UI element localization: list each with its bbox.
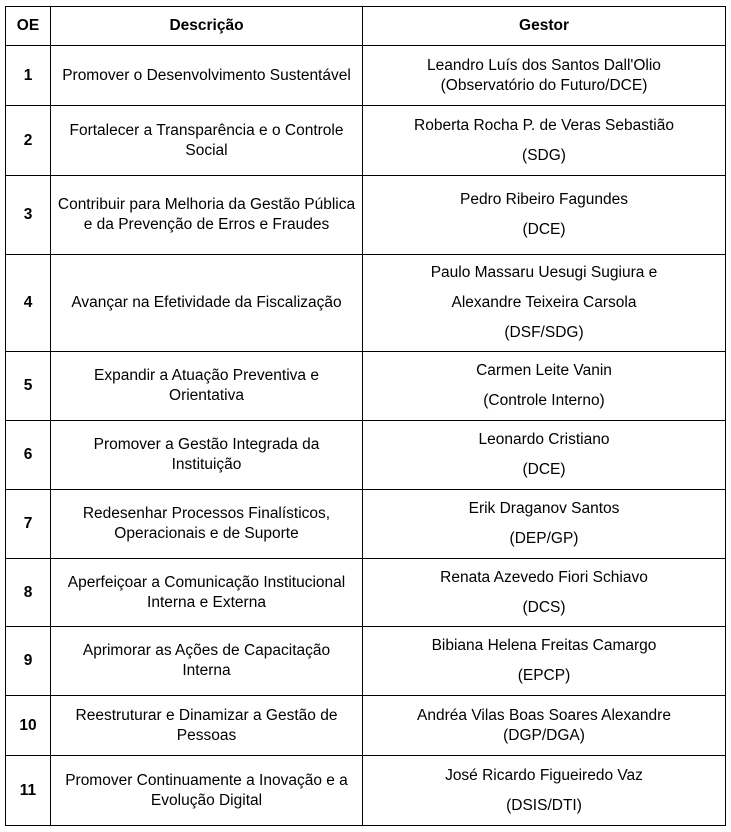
gestor-line: (SDG) bbox=[522, 146, 566, 164]
gestor-cell: Roberta Rocha P. de Veras Sebastião (SDG) bbox=[362, 105, 726, 176]
gestor-line: Leonardo Cristiano bbox=[478, 431, 610, 448]
gestor-cell: Paulo Massaru Uesugi Sugiura e Alexandre … bbox=[362, 254, 726, 352]
table-row: 5 Expandir a Atuação Preventiva e Orienta… bbox=[5, 351, 726, 421]
oe-number: 9 bbox=[5, 626, 51, 696]
descricao-cell: Promover a Gestão Integrada da Instituiç… bbox=[50, 420, 363, 490]
gestor-line: (Controle Interno) bbox=[483, 392, 605, 409]
descricao-cell: Promover o Desenvolvimento Sustentável bbox=[50, 45, 363, 106]
gestor-cell: Pedro Ribeiro Fagundes (DCE) bbox=[362, 175, 726, 255]
gestor-line: Carmen Leite Vanin bbox=[476, 362, 612, 379]
gestor-line: Renata Azevedo Fiori Schiavo bbox=[440, 568, 648, 586]
descricao-cell: Redesenhar Processos Finalísticos, Opera… bbox=[50, 489, 363, 559]
descricao-cell: Aperfeiçoar a Comunicação Institucional … bbox=[50, 558, 363, 627]
gestor-cell: Renata Azevedo Fiori Schiavo (DCS) bbox=[362, 558, 726, 627]
table-row: 2 Fortalecer a Transparência e o Controle… bbox=[5, 105, 726, 176]
oe-number: 7 bbox=[5, 489, 51, 559]
gestor-line: José Ricardo Figueiredo Vaz bbox=[445, 766, 643, 784]
gestor-line: Bibiana Helena Freitas Camargo bbox=[431, 637, 657, 654]
gestor-line: Leandro Luís dos Santos Dall'Olio bbox=[427, 56, 661, 74]
gestor-cell: Erik Draganov Santos (DEP/GP) bbox=[362, 489, 726, 559]
descricao-cell: Expandir a Atuação Preventiva e Orientat… bbox=[50, 351, 363, 421]
descricao-cell: Avançar na Efetividade da Fiscalização bbox=[50, 254, 363, 352]
gestor-cell: José Ricardo Figueiredo Vaz (DSIS/DTI) bbox=[362, 755, 726, 826]
gestor-line: (Observatório do Futuro/DCE) bbox=[440, 76, 648, 94]
gestor-line: Roberta Rocha P. de Veras Sebastião bbox=[414, 116, 674, 134]
gestor-line: Alexandre Teixeira Carsola bbox=[451, 294, 637, 311]
gestor-cell: Leandro Luís dos Santos Dall'Olio (Observ… bbox=[362, 45, 726, 106]
oe-number: 10 bbox=[5, 695, 51, 756]
descricao-cell: Reestruturar e Dinamizar a Gestão de Pes… bbox=[50, 695, 363, 756]
descricao-cell: Aprimorar as Ações de Capacitação Intern… bbox=[50, 626, 363, 696]
table-row: 10 Reestruturar e Dinamizar a Gestão de P… bbox=[5, 695, 726, 756]
gestor-cell: Carmen Leite Vanin (Controle Interno) bbox=[362, 351, 726, 421]
table-row: 6 Promover a Gestão Integrada da Institui… bbox=[5, 420, 726, 490]
gestor-cell: Bibiana Helena Freitas Camargo (EPCP) bbox=[362, 626, 726, 696]
gestor-line: Andréa Vilas Boas Soares Alexandre bbox=[417, 706, 671, 724]
oe-number: 1 bbox=[5, 45, 51, 106]
table-row: 9 Aprimorar as Ações de Capacitação Inter… bbox=[5, 626, 726, 696]
table-row: 3 Contribuir para Melhoria da Gestão Públ… bbox=[5, 175, 726, 255]
oe-number: 11 bbox=[5, 755, 51, 826]
gestor-line: (DCE) bbox=[522, 461, 566, 478]
gestor-cell: Leonardo Cristiano (DCE) bbox=[362, 420, 726, 490]
header-row: OE Descrição Gestor bbox=[5, 6, 726, 46]
oe-gestor-table: OE Descrição Gestor 1 Promover o Desenvol… bbox=[5, 6, 726, 826]
gestor-line: Pedro Ribeiro Fagundes bbox=[459, 191, 629, 208]
table-row: 7 Redesenhar Processos Finalísticos, Oper… bbox=[5, 489, 726, 559]
descricao-cell: Promover Continuamente a Inovação e a Ev… bbox=[50, 755, 363, 826]
oe-number: 5 bbox=[5, 351, 51, 421]
header-oe: OE bbox=[5, 6, 51, 46]
gestor-line: (EPCP) bbox=[517, 667, 571, 684]
oe-number: 8 bbox=[5, 558, 51, 627]
table-row: 4 Avançar na Efetividade da Fiscalização P… bbox=[5, 254, 726, 352]
gestor-cell: Andréa Vilas Boas Soares Alexandre (DGP/D… bbox=[362, 695, 726, 756]
gestor-line: (DSF/SDG) bbox=[504, 324, 584, 341]
table-row: 1 Promover o Desenvolvimento Sustentável L… bbox=[5, 45, 726, 106]
gestor-line: Paulo Massaru Uesugi Sugiura e bbox=[430, 264, 658, 281]
descricao-cell: Fortalecer a Transparência e o Controle … bbox=[50, 105, 363, 176]
header-descricao: Descrição bbox=[50, 6, 363, 46]
gestor-line: (DSIS/DTI) bbox=[506, 796, 582, 814]
header-gestor: Gestor bbox=[362, 6, 726, 46]
descricao-cell: Contribuir para Melhoria da Gestão Públi… bbox=[50, 175, 363, 255]
gestor-line: (DEP/GP) bbox=[509, 530, 579, 547]
table-row: 11 Promover Continuamente a Inovação e a … bbox=[5, 755, 726, 826]
gestor-line: (DCE) bbox=[522, 221, 566, 238]
table-row: 8 Aperfeiçoar a Comunicação Institucional… bbox=[5, 558, 726, 627]
gestor-line: (DCS) bbox=[522, 598, 566, 616]
oe-number: 6 bbox=[5, 420, 51, 490]
oe-number: 3 bbox=[5, 175, 51, 255]
oe-number: 2 bbox=[5, 105, 51, 176]
oe-number: 4 bbox=[5, 254, 51, 352]
gestor-line: Erik Draganov Santos bbox=[468, 500, 620, 517]
gestor-line: (DGP/DGA) bbox=[503, 726, 585, 744]
